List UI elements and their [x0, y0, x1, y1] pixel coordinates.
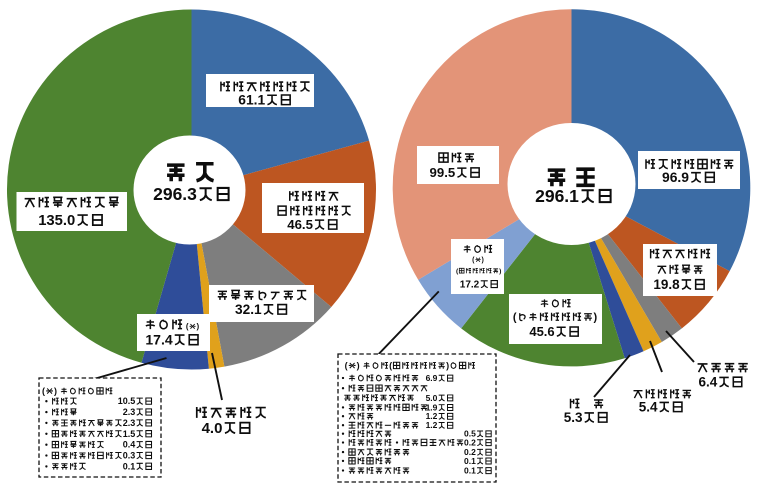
svg-text:): ) [499, 268, 501, 275]
svg-text:99.5: 99.5 [430, 165, 456, 180]
svg-text:): ) [197, 322, 200, 331]
svg-text:): ) [357, 361, 360, 371]
svg-text:): ) [446, 361, 449, 371]
svg-text:(: ( [345, 361, 348, 371]
svg-text:1.2: 1.2 [426, 411, 438, 421]
svg-text:5.4: 5.4 [639, 400, 658, 415]
svg-text:45.6: 45.6 [529, 324, 554, 339]
svg-text:4.0: 4.0 [202, 420, 223, 437]
svg-text:0.1: 0.1 [123, 461, 136, 471]
svg-text:19.8: 19.8 [653, 277, 680, 292]
svg-text:5.3: 5.3 [564, 410, 583, 425]
svg-text:96.9: 96.9 [662, 169, 689, 185]
svg-text:17.2: 17.2 [460, 280, 480, 291]
svg-text:61.1: 61.1 [238, 93, 265, 108]
svg-text:0.3: 0.3 [123, 451, 136, 461]
svg-text:(: ( [42, 386, 45, 396]
svg-text:296.1: 296.1 [535, 186, 579, 206]
svg-text:): ) [594, 312, 598, 324]
svg-text:46.5: 46.5 [287, 217, 313, 232]
svg-text:0.4: 0.4 [123, 440, 136, 450]
svg-text:0.2: 0.2 [464, 438, 476, 448]
svg-text:): ) [54, 386, 57, 396]
svg-text:0.5: 0.5 [464, 429, 476, 439]
svg-text:1.9: 1.9 [426, 402, 438, 412]
svg-text:(: ( [186, 322, 189, 331]
svg-text:(: ( [513, 312, 517, 324]
svg-text:17.4: 17.4 [145, 332, 172, 348]
svg-text:296.3: 296.3 [153, 184, 197, 204]
svg-text:1.5: 1.5 [123, 429, 136, 439]
svg-text:2.3: 2.3 [123, 418, 136, 428]
svg-text:(: ( [456, 268, 459, 275]
svg-text:5.0: 5.0 [426, 393, 438, 403]
svg-text:32.1: 32.1 [235, 302, 262, 317]
svg-text:2.3: 2.3 [123, 407, 136, 417]
svg-text:135.0: 135.0 [38, 213, 75, 229]
svg-text:(: ( [472, 257, 475, 264]
svg-text:0.1: 0.1 [464, 456, 476, 466]
svg-text:0.1: 0.1 [464, 466, 476, 476]
svg-text:0.2: 0.2 [464, 447, 476, 457]
svg-text:): ) [482, 257, 484, 264]
svg-text:1.2: 1.2 [426, 420, 438, 430]
svg-text:10.5: 10.5 [118, 396, 136, 406]
svg-text:6.9: 6.9 [426, 373, 438, 383]
svg-text:6.4: 6.4 [699, 375, 718, 390]
svg-text:(: ( [389, 361, 392, 371]
